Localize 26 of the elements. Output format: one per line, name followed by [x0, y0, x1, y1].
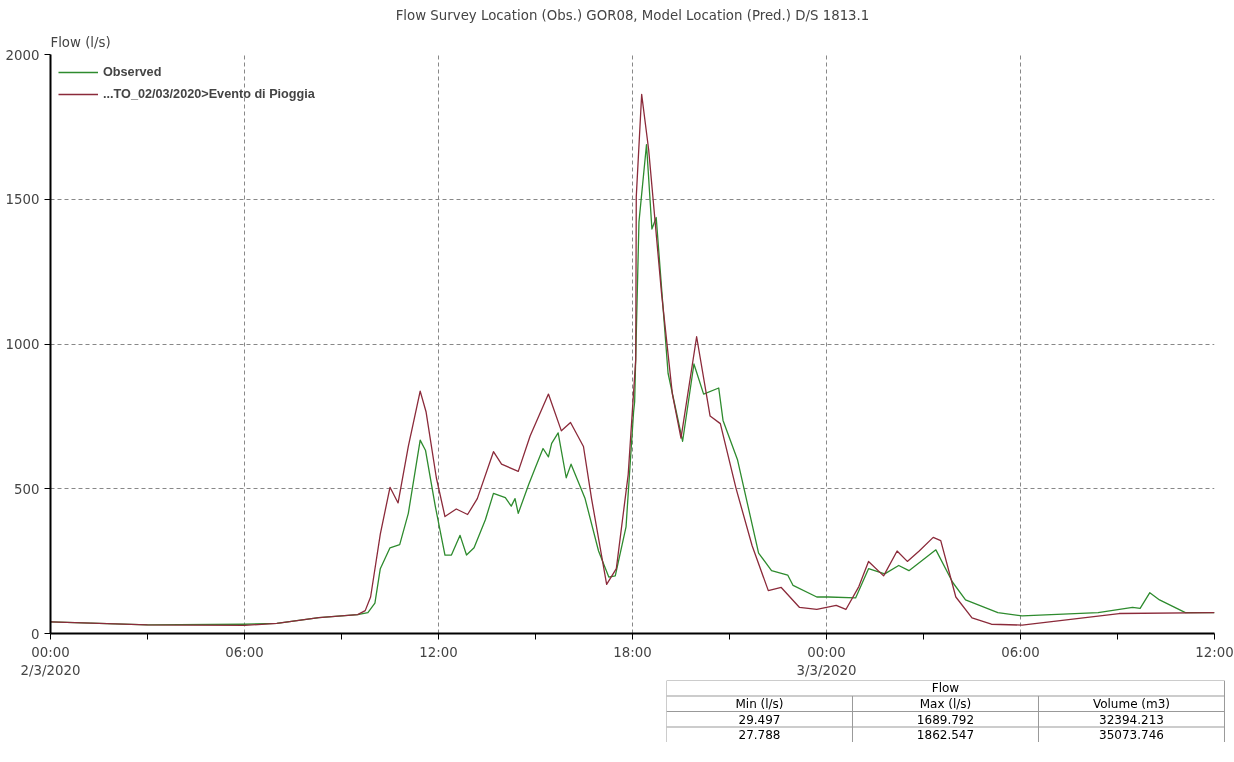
y-tick-label: 1500: [5, 192, 40, 208]
x-tick-label: 06:00: [1001, 644, 1040, 660]
y-tick-label: 0: [31, 626, 40, 642]
x-tick-label: 00:00 3/3/2020: [796, 644, 857, 678]
text: Max (l/s): [919, 696, 972, 711]
y-tick-label: 1000: [5, 337, 40, 352]
x-tick-label: 12:00: [1195, 644, 1234, 660]
text: Volume (m3): [1092, 696, 1171, 711]
y-tick-label: 2000: [5, 47, 40, 63]
x-tick-label: 18:00: [613, 644, 652, 660]
text: 1689.792: [916, 712, 975, 727]
text: 29.497: [738, 712, 781, 727]
x-tick-label: 00:00 2/3/2020: [20, 644, 81, 678]
y-axis-title: Flow (l/s): [50, 34, 111, 50]
x-tick-label: 12:00: [419, 644, 458, 660]
text: Flow: [931, 681, 960, 696]
text: 1862.547: [916, 728, 975, 743]
legend-label: ...TO_02/03/2020>Evento di Pioggia: [103, 87, 315, 101]
y-tick-label: 500: [14, 481, 40, 497]
text: 35073.746: [1099, 728, 1164, 743]
legend-label: Observed: [103, 65, 162, 79]
text: Min (l/s): [735, 696, 784, 711]
x-tick-label: 06:00: [225, 644, 264, 660]
text: 27.788: [738, 728, 781, 743]
text: 32394.213: [1099, 712, 1164, 727]
chart-title: Flow Survey Location (Obs.) GOR08, Model Location (Pred.) D/S 1813.1: [395, 7, 870, 23]
